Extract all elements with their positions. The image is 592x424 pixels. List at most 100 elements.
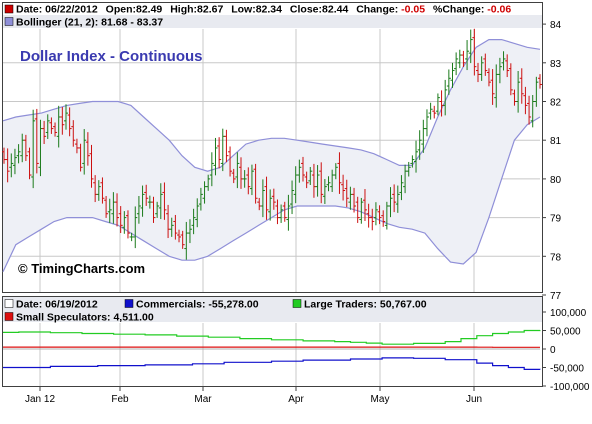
price-bar (224, 129, 229, 163)
price-bar (370, 208, 375, 231)
price-bar (333, 163, 338, 180)
price-bar (388, 187, 393, 218)
price-bar (78, 143, 83, 172)
price-bar (279, 204, 284, 223)
cot-tick-label: 0 (550, 345, 556, 356)
price-bar (534, 76, 539, 107)
price-bar (133, 206, 138, 249)
price-bar (45, 114, 50, 139)
bollinger-swatch (4, 17, 14, 26)
price-bar (228, 146, 233, 177)
price-bar (373, 202, 378, 226)
price-bar (27, 147, 32, 180)
price-bar (115, 193, 120, 227)
price-bar (428, 102, 433, 120)
header-low: Low:82.34 (231, 4, 282, 16)
price-bars (2, 28, 542, 260)
price-bar (67, 107, 72, 137)
price-bar (42, 120, 47, 144)
price-bar (468, 29, 473, 64)
price-bar (300, 156, 305, 182)
price-bar (206, 174, 211, 191)
price-bar (125, 210, 130, 239)
price-bar (508, 63, 513, 96)
price-bar (362, 189, 367, 222)
commercials-swatch (124, 299, 134, 308)
price-bar (104, 196, 109, 218)
price-bar (31, 109, 36, 189)
header-pct-change-value: -0.06 (487, 4, 511, 16)
price-bar (406, 161, 411, 177)
price-bar (319, 162, 324, 204)
price-bar (53, 122, 58, 137)
price-bar (151, 196, 156, 223)
price-bar (516, 71, 521, 113)
price-bar (235, 152, 240, 189)
price-bar (213, 137, 218, 176)
header-change-label: Change: (356, 4, 398, 16)
ohlc-swatch (4, 4, 14, 14)
bollinger-lower-line (2, 116, 541, 273)
price-bar (260, 179, 265, 218)
header-high: High:82.67 (170, 4, 223, 16)
price-bar (286, 194, 291, 231)
price-bar (118, 206, 123, 234)
chart-title: Dollar Index - Continuous (20, 48, 203, 65)
price-y-axis: 77 78 79 80 81 82 83 84 (542, 20, 562, 302)
price-bar (359, 197, 364, 224)
price-bar (465, 40, 470, 71)
price-bar (304, 171, 309, 189)
price-bar (297, 159, 302, 183)
price-bar (497, 57, 502, 84)
price-tick-label: 82 (550, 98, 562, 109)
price-bar (290, 180, 295, 215)
price-bar (326, 176, 331, 192)
large-traders-label: Large Traders: 50,767.00 (304, 299, 427, 311)
price-bar (315, 165, 320, 197)
price-bar (446, 69, 451, 95)
price-bar (454, 52, 459, 76)
price-bar (483, 53, 488, 76)
x-tick-label: Jan 12 (25, 394, 55, 405)
price-bar (82, 129, 87, 175)
cot-date-swatch (4, 299, 14, 308)
x-tick-label: Feb (111, 394, 129, 405)
watermark: © TimingCharts.com (18, 261, 145, 276)
price-bar (71, 120, 76, 147)
large-traders-line (3, 329, 541, 345)
price-bar (410, 155, 415, 168)
price-bar (355, 196, 360, 223)
price-bar (486, 68, 491, 87)
x-tick-label: Jun (466, 394, 482, 405)
price-bar (96, 180, 101, 201)
small-speculators-label: Small Speculators: 4,511.00 (16, 312, 154, 324)
price-bar (395, 185, 400, 213)
price-bar (472, 28, 477, 76)
price-bar (107, 198, 112, 223)
price-bar (231, 168, 236, 184)
price-bar (282, 201, 287, 222)
cot-grid (3, 323, 540, 386)
price-bar (271, 188, 276, 210)
price-bar (34, 108, 39, 174)
price-bar (249, 164, 254, 196)
price-bar (5, 148, 10, 183)
header-open: Open:82.49 (106, 4, 163, 16)
header-row2-bg (3, 15, 542, 28)
price-bar (180, 230, 185, 249)
x-axis: Jan 12 Feb Mar Apr May Jun (25, 387, 482, 405)
price-bar (100, 177, 105, 204)
price-bar (337, 152, 342, 194)
price-bar (63, 104, 68, 130)
bollinger-upper-line (2, 38, 541, 172)
price-tick-label: 78 (550, 252, 562, 263)
price-bar (527, 95, 532, 125)
price-bar (322, 178, 327, 204)
price-bar (435, 93, 440, 116)
price-tick-label: 83 (550, 59, 562, 70)
price-tick-label: 79 (550, 214, 562, 225)
price-bar (209, 152, 214, 187)
price-bar (308, 166, 313, 186)
price-bar (253, 163, 258, 204)
